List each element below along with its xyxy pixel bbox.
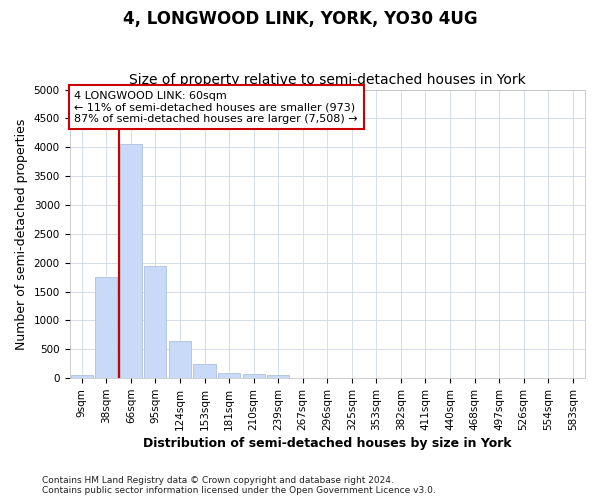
Bar: [71, 376, 93, 378]
Text: Contains HM Land Registry data © Crown copyright and database right 2024.
Contai: Contains HM Land Registry data © Crown c…: [42, 476, 436, 495]
Bar: [120, 144, 142, 378]
Bar: [95, 277, 118, 378]
Bar: [193, 364, 215, 378]
Bar: [242, 374, 265, 378]
Bar: [145, 266, 166, 378]
Text: 4 LONGWOOD LINK: 60sqm
← 11% of semi-detached houses are smaller (973)
87% of se: 4 LONGWOOD LINK: 60sqm ← 11% of semi-det…: [74, 90, 358, 124]
Text: 4, LONGWOOD LINK, YORK, YO30 4UG: 4, LONGWOOD LINK, YORK, YO30 4UG: [122, 10, 478, 28]
Title: Size of property relative to semi-detached houses in York: Size of property relative to semi-detach…: [129, 73, 526, 87]
Bar: [267, 374, 289, 378]
Bar: [169, 340, 191, 378]
Y-axis label: Number of semi-detached properties: Number of semi-detached properties: [15, 118, 28, 350]
Bar: [218, 373, 240, 378]
X-axis label: Distribution of semi-detached houses by size in York: Distribution of semi-detached houses by …: [143, 437, 512, 450]
